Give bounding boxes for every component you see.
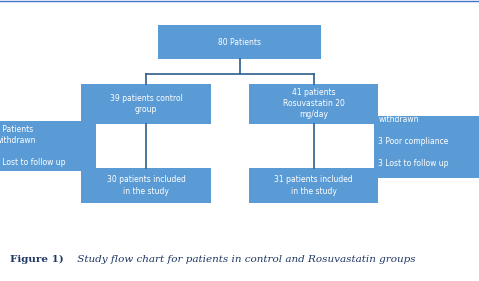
FancyBboxPatch shape — [158, 25, 321, 59]
FancyBboxPatch shape — [0, 121, 96, 171]
FancyBboxPatch shape — [81, 84, 211, 124]
Text: 39 patients control
group: 39 patients control group — [110, 94, 182, 114]
FancyBboxPatch shape — [374, 116, 479, 178]
Text: 2 Patients
withdrawn

3 Poor compliance

3 Lost to follow up

2 Adverse event: 2 Patients withdrawn 3 Poor compliance 3… — [378, 104, 449, 191]
Text: 4 Patients
withdrawn

5 Lost to follow up: 4 Patients withdrawn 5 Lost to follow up — [0, 125, 66, 167]
FancyBboxPatch shape — [81, 168, 211, 203]
Text: 80 Patients: 80 Patients — [218, 38, 261, 47]
Text: Figure 1): Figure 1) — [10, 255, 63, 264]
Text: 41 patients
Rosuvastatin 20
mg/day: 41 patients Rosuvastatin 20 mg/day — [283, 88, 345, 119]
Text: 31 patients included
in the study: 31 patients included in the study — [274, 175, 353, 196]
Text: 30 patients included
in the study: 30 patients included in the study — [107, 175, 185, 196]
FancyBboxPatch shape — [249, 168, 378, 203]
Text: Study flow chart for patients in control and Rosuvastatin groups: Study flow chart for patients in control… — [74, 255, 416, 264]
FancyBboxPatch shape — [249, 84, 378, 124]
